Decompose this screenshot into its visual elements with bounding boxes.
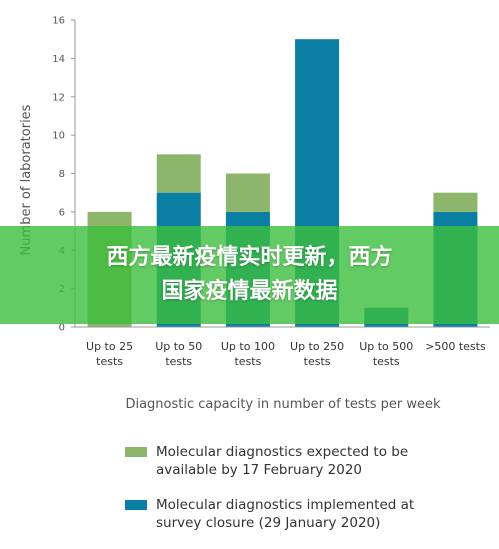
- bar-expected-3: [225, 173, 270, 212]
- x-category-label: Up to 250 tests: [290, 340, 344, 368]
- legend-swatch-implemented: [125, 500, 147, 510]
- x-category-label: >500 tests: [425, 340, 486, 353]
- y-tick-label: 8: [59, 169, 65, 180]
- legend: Molecular diagnostics expected to be ava…: [125, 444, 414, 531]
- x-axis-title: Diagnostic capacity in number of tests p…: [125, 397, 441, 412]
- y-tick-label: 6: [59, 207, 65, 218]
- legend-label-implemented-line2: survey closure (29 January 2020): [156, 515, 380, 531]
- y-tick-label: 10: [52, 131, 65, 142]
- legend-label-expected-line2: available by 17 February 2020: [156, 462, 362, 478]
- x-category-label: Up to 50 tests: [155, 340, 202, 368]
- y-tick-label: 0: [59, 323, 65, 334]
- banner-line-2: 国家疫情最新数据: [161, 279, 338, 304]
- banner-line-1: 西方最新疫情实时更新，西方: [106, 245, 393, 270]
- x-axis: Up to 25 tests Up to 50 tests Up to 100 tests…: [75, 326, 490, 368]
- legend-label-implemented-line1: Molecular diagnostics implemented at: [156, 497, 414, 513]
- bar-expected-6: [433, 192, 478, 212]
- legend-label-expected-line1: Molecular diagnostics expected to be: [156, 444, 408, 460]
- bar-expected-2: [156, 154, 201, 193]
- y-tick-label: 16: [52, 16, 65, 27]
- overlay-banner: 西方最新疫情实时更新，西方 国家疫情最新数据: [0, 226, 499, 324]
- legend-swatch-expected: [125, 447, 147, 457]
- x-category-label: Up to 25 tests: [86, 340, 133, 368]
- y-axis-title: Number of laboratories: [19, 104, 34, 255]
- y-tick-label: 12: [52, 92, 65, 103]
- x-category-label: Up to 100 tests: [221, 340, 275, 368]
- x-category-label: Up to 500 tests: [359, 340, 413, 368]
- y-tick-label: 14: [52, 54, 65, 65]
